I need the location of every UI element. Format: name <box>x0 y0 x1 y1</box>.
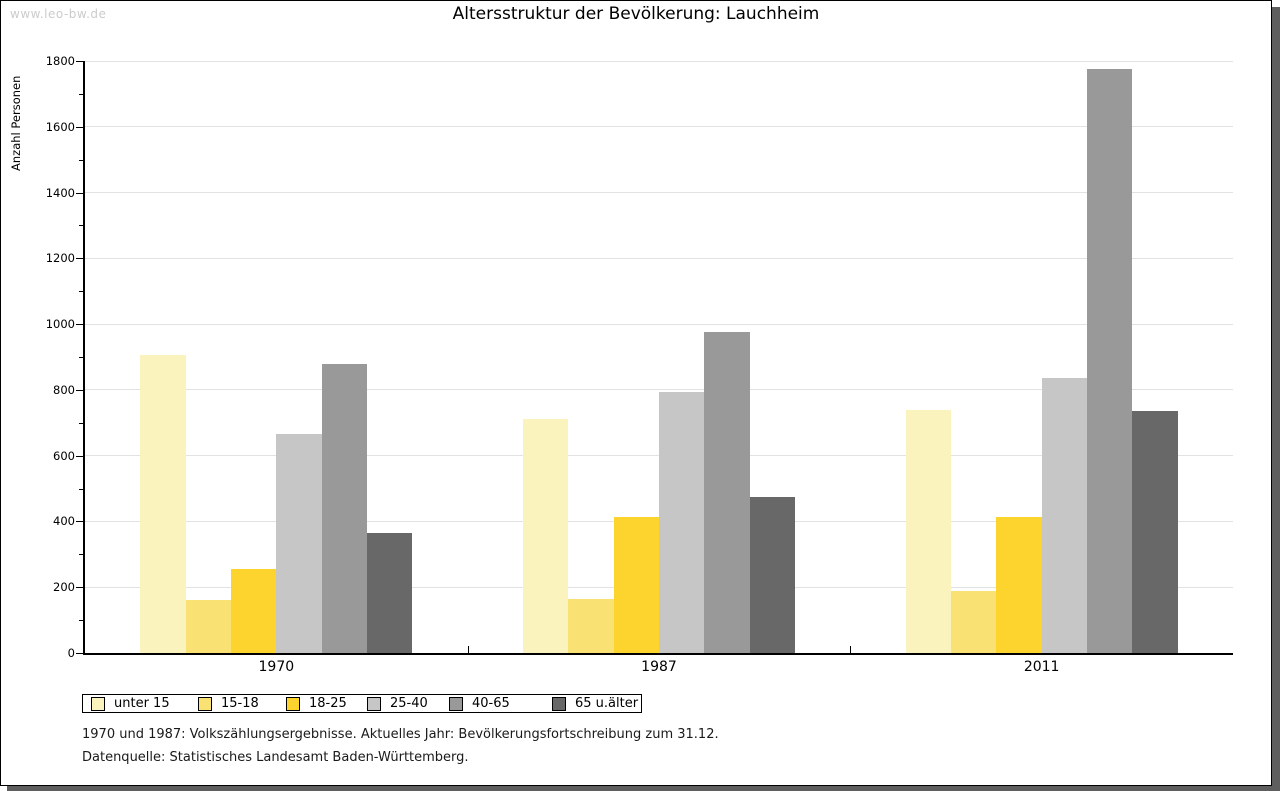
plot-area: 0 200 400 600 800 1000 1200 1400 1600 1800 1970 198… <box>46 54 1233 675</box>
x-category-label: 1970 <box>258 659 295 675</box>
y-tick-minor <box>79 93 83 95</box>
y-tick-major <box>76 324 83 326</box>
bar-1970-unter-15 <box>140 355 186 653</box>
x-category-label: 2011 <box>1023 659 1060 675</box>
footnote-source-note: 1970 und 1987: Volkszählungsergebnisse. … <box>82 727 719 742</box>
y-tick-label: 1000 <box>45 317 75 332</box>
legend-item: 15-18 <box>198 696 259 711</box>
gridline <box>85 389 1233 391</box>
y-tick-label: 1600 <box>45 119 75 134</box>
legend: unter 15 15-18 18-25 25-40 40-65 65 u.älter <box>82 694 642 713</box>
bar-1970-25-40 <box>276 434 322 653</box>
legend-item: 25-40 <box>367 696 428 711</box>
legend-swatch-icon <box>367 696 381 711</box>
legend-swatch-icon <box>449 696 463 711</box>
y-tick-label: 400 <box>53 514 75 529</box>
y-tick-major <box>76 61 83 62</box>
y-tick-minor <box>79 357 83 358</box>
legend-label: unter 15 <box>114 696 170 711</box>
y-axis-line <box>83 61 85 655</box>
gridline <box>85 60 1233 62</box>
legend-swatch-icon <box>552 696 566 711</box>
y-tick-minor <box>79 225 83 227</box>
gridline <box>85 126 1233 128</box>
bar-1987-25-40 <box>659 391 705 653</box>
y-tick-label: 1800 <box>45 54 75 68</box>
y-tick-major <box>76 258 83 260</box>
x-group-boundary-tick <box>850 646 852 653</box>
gridline <box>85 192 1233 194</box>
legend-label: 65 u.älter <box>575 696 639 711</box>
legend-item: 65 u.älter <box>552 696 638 711</box>
y-tick-label: 600 <box>53 448 75 463</box>
bar-1987-18-25 <box>613 516 659 653</box>
legend-swatch-icon <box>286 696 300 711</box>
legend-swatch-icon <box>91 696 105 711</box>
bar-2011-25-40 <box>1041 378 1087 653</box>
y-tick-label: 1200 <box>45 251 75 266</box>
y-tick-minor <box>79 488 83 490</box>
y-tick-label: 800 <box>53 382 75 397</box>
x-category-label: 1987 <box>641 659 677 675</box>
card-shadow-right <box>1272 7 1280 791</box>
y-tick-major <box>76 389 83 391</box>
bar-1970-15-18 <box>185 600 231 653</box>
y-tick-minor <box>79 291 83 293</box>
legend-label: 18-25 <box>309 696 347 711</box>
y-tick-minor <box>79 159 83 161</box>
legend-item: 18-25 <box>286 696 347 711</box>
bar-2011-unter-15 <box>905 409 951 653</box>
y-tick-label: 200 <box>53 580 75 595</box>
y-tick-major <box>76 192 83 194</box>
bar-1987-15-18 <box>568 598 614 653</box>
y-tick-minor <box>79 554 83 556</box>
x-group-boundary-tick <box>467 646 469 653</box>
legend-label: 40-65 <box>472 696 510 711</box>
y-tick-major <box>76 521 83 523</box>
y-tick-label: 1400 <box>45 185 75 200</box>
bar-2011-65-u-lter <box>1132 411 1178 653</box>
bar-1970-18-25 <box>231 569 277 653</box>
chart-title: Altersstruktur der Bevölkerung: Lauchhei… <box>452 4 820 24</box>
bar-1987-unter-15 <box>523 419 569 653</box>
x-axis-line <box>83 653 1233 655</box>
watermark: www.leo-bw.de <box>10 7 107 21</box>
y-tick-major <box>76 653 83 654</box>
y-tick-minor <box>79 620 83 622</box>
y-tick-major <box>76 587 83 589</box>
y-axis-title: Anzahl Personen <box>9 75 23 171</box>
bar-1970-40-65 <box>321 363 367 653</box>
legend-label: 15-18 <box>221 696 259 711</box>
y-tick-major <box>76 455 83 457</box>
bar-1987-40-65 <box>704 332 750 653</box>
legend-label: 25-40 <box>390 696 428 711</box>
footnote-data-source: Datenquelle: Statistisches Landesamt Bad… <box>82 750 469 765</box>
legend-item: 40-65 <box>449 696 510 711</box>
y-tick-major <box>76 126 83 128</box>
gridline <box>85 257 1233 259</box>
y-tick-minor <box>79 422 83 424</box>
card-shadow-bottom <box>7 786 1272 791</box>
y-tick-label: 0 <box>67 646 75 660</box>
bar-2011-15-18 <box>951 590 997 653</box>
gridline <box>85 323 1233 325</box>
bar-2011-40-65 <box>1087 69 1133 653</box>
bar-2011-18-25 <box>996 516 1042 653</box>
legend-item: unter 15 <box>91 696 170 711</box>
bar-1987-65-u-lter <box>749 496 795 653</box>
bar-1970-65-u-lter <box>367 532 413 653</box>
legend-swatch-icon <box>198 696 212 711</box>
